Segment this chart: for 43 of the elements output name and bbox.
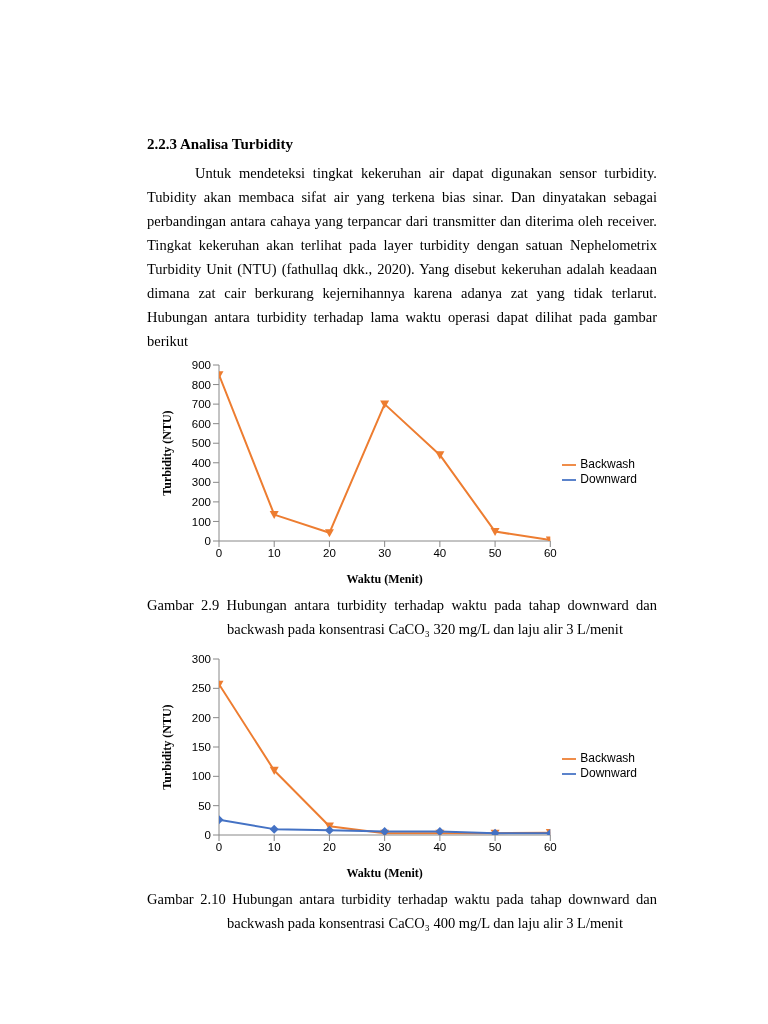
- x-tick-label: 60: [543, 841, 557, 854]
- x-tick-label: 50: [488, 841, 502, 854]
- y-tick-label: 700: [191, 398, 211, 411]
- y-tick-label: 400: [191, 456, 211, 469]
- x-tick-label: 60: [543, 547, 557, 560]
- x-axis-title: Waktu (Menit): [346, 866, 423, 880]
- chart-title: 2.2.3 Analisa Turbidity: [147, 136, 294, 153]
- y-axis-title: Turbidity (NTU): [160, 704, 175, 790]
- y-tick-label: 600: [191, 417, 211, 430]
- x-tick-label: 0: [215, 547, 223, 560]
- x-tick-label: 20: [323, 841, 336, 854]
- x-tick-label: 30: [378, 841, 392, 854]
- legend-label: Backwash: [580, 457, 635, 472]
- x-tick-label: 40: [433, 841, 447, 854]
- y-tick-label: 300: [191, 653, 211, 666]
- y-tick-label: 200: [191, 495, 211, 508]
- text: Gambar 2.10 Hubungan antara turbidity terhadap waktu pada tahap downward dan backwash pada konsentrasi CaCO₃ 400 mg/L dan laju alir 3 L/menit: [147, 890, 657, 933]
- y-tick-label: 500: [191, 437, 211, 450]
- x-tick-label: 40: [433, 547, 447, 560]
- x-axis-title: Waktu (Menit): [346, 572, 423, 586]
- y-tick-label: 300: [191, 476, 211, 489]
- y-axis-title: Turbidity (NTU): [160, 410, 175, 496]
- y-tick-label: 800: [191, 378, 211, 391]
- x-tick-label: 20: [323, 547, 336, 560]
- y-tick-label: 100: [191, 515, 211, 528]
- x-tick-label: 10: [267, 841, 281, 854]
- text: Gambar 2.9 Hubungan antara turbidity terhadap waktu pada tahap downward dan backwash pada konsentrasi CaCO₃ 320 mg/L dan laju alir 3 L/menit: [147, 596, 657, 639]
- y-tick-label: 100: [191, 770, 211, 783]
- y-tick-label: 200: [191, 711, 211, 724]
- y-tick-label: 150: [191, 741, 211, 754]
- legend-label: Downward: [580, 472, 637, 486]
- legend-label: Backwash: [580, 751, 635, 766]
- y-tick-label: 250: [191, 682, 211, 695]
- y-tick-label: 0: [204, 829, 211, 842]
- x-tick-label: 50: [488, 547, 502, 560]
- x-tick-label: 10: [267, 547, 281, 560]
- x-tick-label: 0: [215, 841, 223, 854]
- chart-subtitle: Untuk mendeteksi tingkat kekeruhan air dapat digunakan sensor turbidity. Tubidity akan membaca sifat air yang terkena bias sinar. Dan dinyatakan sebagai perbandingan antara cahaya yang terpancar dari transmitter dan diterima oleh receiver. Tingkat kekeruhan akan terlihat pada layer turbidity dengan satuan Nephelometrix Turbidity Unit (NTU) (fathullaq dkk., 2020). Yang disebut kekeruhan adalah keadaan dimana zat cair berkurang kejernihannya karena adanya zat yang tidak terlarut. Hubungan antara turbidity terhadap lama waktu operasi dapat dilihat pada gambar berikut: [147, 164, 657, 351]
- y-tick-label: 0: [204, 535, 211, 548]
- y-tick-label: 900: [191, 359, 211, 372]
- x-tick-label: 30: [378, 547, 392, 560]
- legend-label: Downward: [580, 766, 637, 780]
- y-tick-label: 50: [198, 799, 211, 812]
